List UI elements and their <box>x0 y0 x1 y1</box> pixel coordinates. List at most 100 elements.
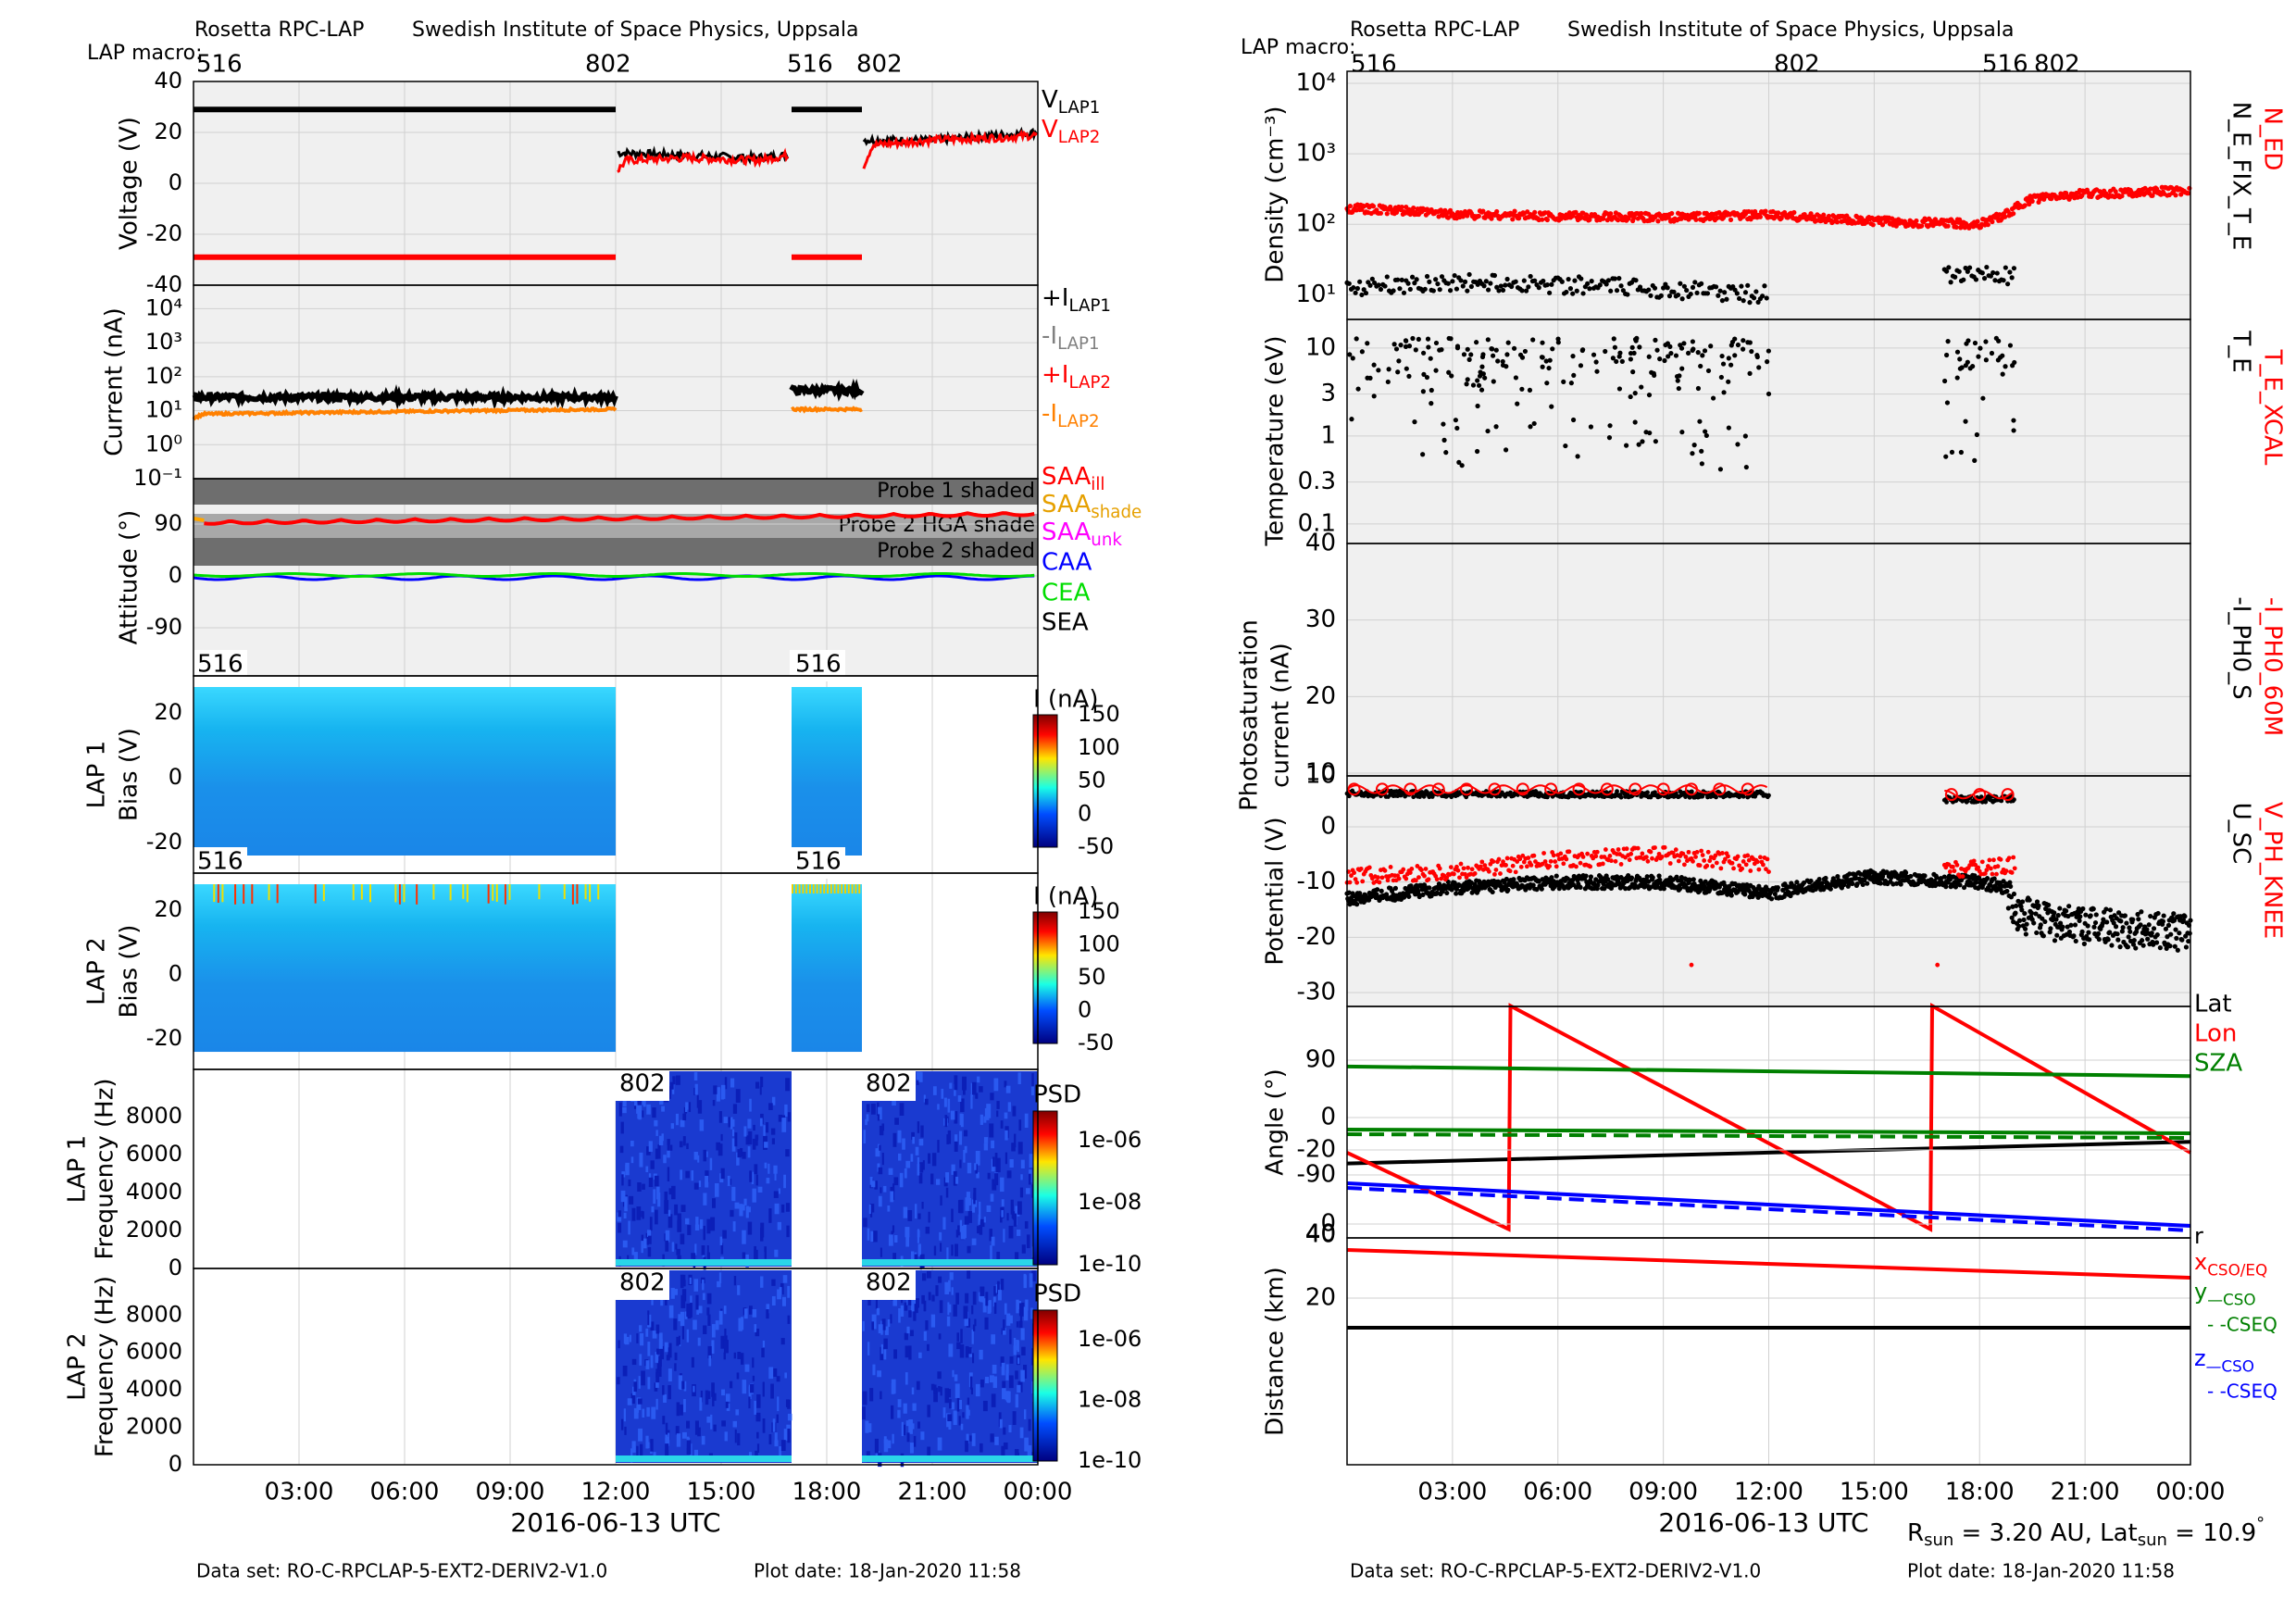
psd-texture <box>887 1205 891 1212</box>
density-point-0 <box>2173 193 2178 198</box>
psd-texture <box>946 1134 950 1144</box>
sweep-hot-streak <box>314 884 317 904</box>
density-point-1 <box>2007 269 2013 275</box>
psd-texture <box>693 1182 699 1190</box>
pot-point-0 <box>2073 938 2078 944</box>
pot-point-1 <box>1352 870 1356 876</box>
pot-point-1 <box>1947 869 1953 874</box>
pot-point-1 <box>1624 846 1629 852</box>
psd-6-tick-4: 0 <box>168 1451 182 1477</box>
photo-tick-1: 30 <box>1305 606 1336 633</box>
psd-5-tag-1: 802 <box>866 1070 912 1098</box>
psd-texture <box>723 1305 727 1315</box>
dist-legend-2: y—CSO <box>2194 1279 2256 1308</box>
psd-texture <box>865 1420 869 1433</box>
psd-texture <box>991 1393 996 1407</box>
sweep-3-ylabel-b: Bias (V) <box>116 728 144 821</box>
photo-marker-1 <box>1404 782 1417 796</box>
psd-texture <box>938 1276 942 1283</box>
psd-texture <box>770 1128 776 1135</box>
psd-texture <box>631 1441 636 1453</box>
temp-point <box>1630 369 1636 375</box>
pot-point-0 <box>2080 906 2086 912</box>
density-point-0 <box>1399 205 1404 210</box>
psd-texture <box>971 1329 974 1344</box>
left-xtick-1: 06:00 <box>370 1479 440 1506</box>
psd-texture <box>686 1303 691 1318</box>
pot-point-0 <box>2040 933 2046 939</box>
psd-texture <box>668 1385 671 1400</box>
psd-texture <box>681 1289 687 1302</box>
psd-texture <box>982 1298 987 1313</box>
psd-texture <box>991 1236 995 1246</box>
psd-texture <box>1001 1445 1005 1457</box>
pot-point-0 <box>2052 938 2058 943</box>
psd-texture <box>774 1168 777 1181</box>
density-point-0 <box>1438 207 1443 213</box>
psd-5-tick-2: 4000 <box>126 1179 182 1205</box>
psd-texture <box>917 1243 921 1257</box>
temp-point <box>1398 343 1404 348</box>
psd-texture <box>716 1142 721 1151</box>
temp-point <box>1519 386 1525 392</box>
density-point-1 <box>1509 283 1515 290</box>
psd-texture <box>630 1393 635 1405</box>
psd-texture <box>980 1443 983 1453</box>
pot-point-1 <box>1700 853 1705 857</box>
pot-point-1 <box>1710 864 1716 868</box>
temp-point <box>1629 344 1635 350</box>
temp-point <box>1555 336 1561 342</box>
psd-texture <box>878 1167 883 1175</box>
pot-point-1 <box>1656 851 1662 856</box>
psd-texture <box>972 1324 976 1331</box>
pot-point-0 <box>1379 888 1384 893</box>
pot-tick-0: 0 <box>1320 813 1336 841</box>
psd-texture <box>906 1432 910 1443</box>
psd-texture <box>627 1255 630 1264</box>
temp-point <box>1944 400 1951 406</box>
psd-texture <box>762 1381 765 1397</box>
psd-6-ylabel-b: Frequency (Hz) <box>92 1276 119 1457</box>
psd-texture <box>642 1098 645 1106</box>
pot-point-0 <box>1775 885 1780 891</box>
psd-texture <box>718 1310 723 1325</box>
density-point-1 <box>1990 269 1996 276</box>
psd-texture <box>617 1212 622 1222</box>
pot-point-1 <box>1419 868 1424 873</box>
density-point-1 <box>1435 281 1441 287</box>
temp-point <box>1954 375 1960 381</box>
psd-texture <box>697 1155 700 1163</box>
psd-texture <box>979 1222 983 1235</box>
psd-texture <box>971 1238 977 1245</box>
psd-texture <box>928 1292 931 1301</box>
density-point-1 <box>1646 287 1652 293</box>
psd-texture <box>923 1094 926 1103</box>
psd-texture <box>786 1424 791 1431</box>
density-point-1 <box>1559 279 1565 284</box>
density-point-1 <box>1753 289 1759 294</box>
voltage-ylabel: Voltage (V) <box>116 117 144 250</box>
pot-point-1 <box>1526 856 1531 860</box>
psd-texture <box>984 1317 989 1330</box>
temp-point <box>1482 375 1488 381</box>
photo-marker-1 <box>1460 782 1474 796</box>
right-xtick-3: 12:00 <box>1734 1479 1803 1506</box>
left-footer-plotdate: Plot date: 18-Jan-2020 11:58 <box>754 1560 1021 1582</box>
psd-texture <box>878 1324 883 1334</box>
density-point-1 <box>1422 286 1428 292</box>
psd-texture <box>786 1225 790 1238</box>
temp-tick-0: 10 <box>1305 333 1336 361</box>
pot-point-0 <box>2118 918 2124 924</box>
psd-texture <box>965 1440 968 1453</box>
pot-point-1 <box>1376 875 1380 881</box>
psd-texture <box>706 1416 711 1423</box>
density-point-1 <box>1503 282 1508 288</box>
pot-point-0 <box>2054 932 2060 938</box>
photo-point-0 <box>1645 790 1650 795</box>
photo-marker-1 <box>1544 782 1558 796</box>
psd-texture <box>914 1304 918 1314</box>
psd-texture <box>760 1222 765 1238</box>
dist-legend-5: - -CSEQ <box>2207 1380 2277 1403</box>
psd-texture <box>689 1277 692 1284</box>
sweep-hot-streak <box>322 884 325 902</box>
